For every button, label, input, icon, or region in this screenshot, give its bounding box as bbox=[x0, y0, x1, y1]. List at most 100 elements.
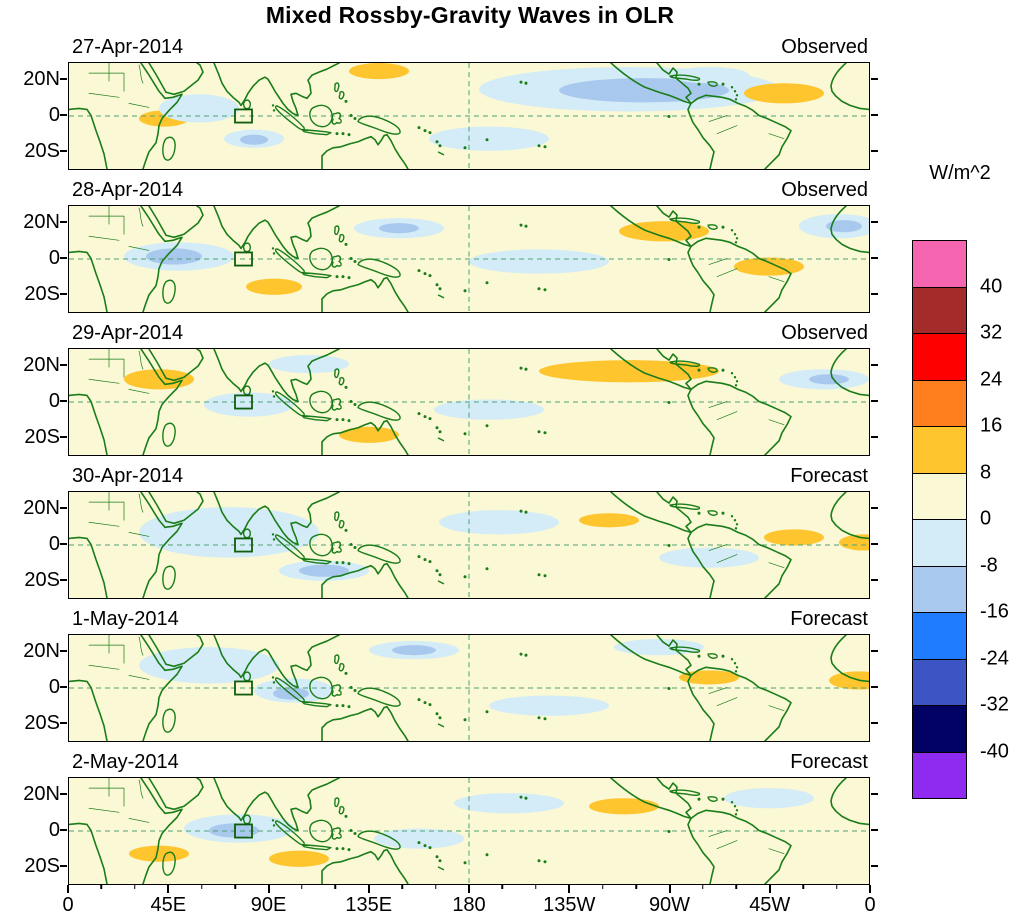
colorbar-tick-label: -40 bbox=[980, 740, 1009, 762]
x-axis-tick bbox=[735, 885, 738, 889]
y-tick-label-20s: 20S bbox=[24, 712, 60, 734]
panel-row-3: 29-Apr-2014 Observed 20N 0 20S bbox=[23, 322, 878, 456]
map-svg bbox=[69, 492, 869, 598]
y-axis-tick bbox=[60, 257, 67, 259]
map-svg bbox=[69, 206, 869, 312]
x-axis-tick bbox=[367, 885, 370, 893]
y-tick-label-20n: 20N bbox=[23, 783, 60, 805]
x-axis-tick bbox=[334, 885, 337, 889]
y-axis-tick bbox=[60, 364, 67, 366]
y-axis-tick bbox=[60, 507, 67, 509]
colorbar-cell bbox=[912, 380, 967, 427]
y-tick-label-0: 0 bbox=[48, 247, 60, 269]
y-axis-tick bbox=[871, 436, 878, 438]
x-axis-tick bbox=[234, 885, 236, 889]
colorbar-tick-label: 40 bbox=[980, 275, 1003, 297]
panel-row-6: 2-May-2014 Forecast 20N 0 20S bbox=[23, 751, 878, 885]
y-axis-tick bbox=[60, 865, 67, 867]
y-tick-label-0: 0 bbox=[48, 819, 60, 841]
y-tick-label-0: 0 bbox=[48, 104, 60, 126]
figure-title: Mixed Rossby-Gravity Waves in OLR bbox=[265, 2, 675, 28]
y-axis-tick bbox=[871, 150, 878, 152]
y-tick-label-20s: 20S bbox=[24, 140, 60, 162]
panel-date-label: 29-Apr-2014 bbox=[72, 322, 184, 344]
y-axis-tick bbox=[60, 114, 67, 116]
x-axis-tick bbox=[635, 885, 637, 889]
colorbar-tick-label: 32 bbox=[980, 321, 1003, 344]
colorbar-tick-label: -32 bbox=[980, 693, 1009, 716]
y-axis-tick bbox=[60, 650, 67, 652]
panel-source-label: Forecast bbox=[790, 608, 868, 630]
colorbar-cell bbox=[912, 659, 967, 706]
y-axis-tick bbox=[871, 114, 878, 116]
anomaly-blobs bbox=[124, 355, 869, 443]
y-axis-tick bbox=[60, 221, 67, 223]
y-axis-tick bbox=[60, 150, 67, 152]
anomaly-blobs bbox=[124, 214, 869, 295]
colorbar-cell bbox=[912, 706, 967, 753]
y-tick-label-20s: 20S bbox=[24, 283, 60, 305]
y-axis-tick bbox=[871, 78, 878, 80]
x-axis-tick bbox=[535, 885, 537, 889]
panel-row-1: 27-Apr-2014 Observed 20N 0 20S bbox=[23, 36, 878, 170]
x-axis-tick bbox=[768, 885, 771, 893]
colorbar-cell bbox=[912, 473, 967, 520]
x-axis-labels: 0 45E 90E 135E 180 135W 90W 45W 0 bbox=[62, 894, 875, 918]
colorbar-tick-label: 8 bbox=[980, 461, 992, 483]
x-axis-tick bbox=[668, 885, 671, 893]
y-axis-tick bbox=[871, 579, 878, 581]
y-axis-tick bbox=[871, 865, 878, 867]
panel-source-label: Observed bbox=[781, 36, 868, 58]
x-axis-tick bbox=[200, 885, 203, 889]
map-panel bbox=[68, 348, 870, 456]
colorbar-cell bbox=[912, 287, 967, 334]
x-tick-label-135w: 135W bbox=[543, 894, 596, 916]
x-axis-tick bbox=[702, 885, 704, 889]
x-axis-tick bbox=[301, 885, 303, 889]
x-axis-tick bbox=[434, 885, 437, 889]
colorbar-tick-label: -8 bbox=[980, 554, 998, 576]
x-axis-tick bbox=[401, 885, 403, 889]
y-axis-tick bbox=[60, 78, 67, 80]
panel-date-label: 27-Apr-2014 bbox=[72, 36, 184, 58]
y-tick-label-20s: 20S bbox=[24, 855, 60, 877]
x-axis-tick bbox=[835, 885, 838, 889]
colorbar-cell bbox=[912, 752, 967, 799]
panel-date-label: 30-Apr-2014 bbox=[72, 465, 184, 487]
y-axis-tick bbox=[871, 793, 878, 795]
x-tick-label-45w: 45W bbox=[749, 894, 791, 916]
panel-source-label: Forecast bbox=[790, 465, 868, 487]
map-panel bbox=[68, 205, 870, 313]
panel-row-2: 28-Apr-2014 Observed 20N 0 20S bbox=[23, 179, 878, 313]
y-axis-tick bbox=[60, 436, 67, 438]
x-axis-tick bbox=[601, 885, 604, 889]
x-axis-tick bbox=[267, 885, 270, 893]
x-axis-tick bbox=[134, 885, 136, 889]
x-axis-ticks bbox=[67, 885, 871, 895]
x-tick-label-135e: 135E bbox=[345, 894, 393, 916]
y-tick-label-0: 0 bbox=[48, 390, 60, 412]
x-tick-label-45e: 45E bbox=[150, 894, 187, 916]
y-axis-tick bbox=[60, 829, 67, 831]
x-axis-tick bbox=[869, 885, 871, 893]
y-tick-label-20n: 20N bbox=[23, 354, 60, 376]
y-tick-label-0: 0 bbox=[48, 533, 60, 555]
panel-date-label: 2-May-2014 bbox=[72, 751, 179, 773]
colorbar-tick-label: 16 bbox=[980, 414, 1003, 437]
colorbar-tick-label: 24 bbox=[980, 368, 1003, 390]
map-svg bbox=[69, 635, 869, 741]
y-axis-tick bbox=[60, 722, 67, 724]
y-tick-label-20s: 20S bbox=[24, 569, 60, 591]
anomaly-blobs bbox=[129, 788, 814, 867]
y-axis-tick bbox=[60, 579, 67, 581]
panel-source-label: Observed bbox=[781, 179, 868, 201]
y-axis-tick bbox=[871, 507, 878, 509]
y-axis-tick bbox=[871, 257, 878, 259]
x-axis-tick bbox=[468, 885, 470, 893]
panel-date-label: 1-May-2014 bbox=[72, 608, 179, 630]
x-axis-tick bbox=[167, 885, 170, 893]
panel-source-label: Observed bbox=[781, 322, 868, 344]
map-panel bbox=[68, 491, 870, 599]
x-tick-label-90w: 90W bbox=[648, 894, 691, 916]
